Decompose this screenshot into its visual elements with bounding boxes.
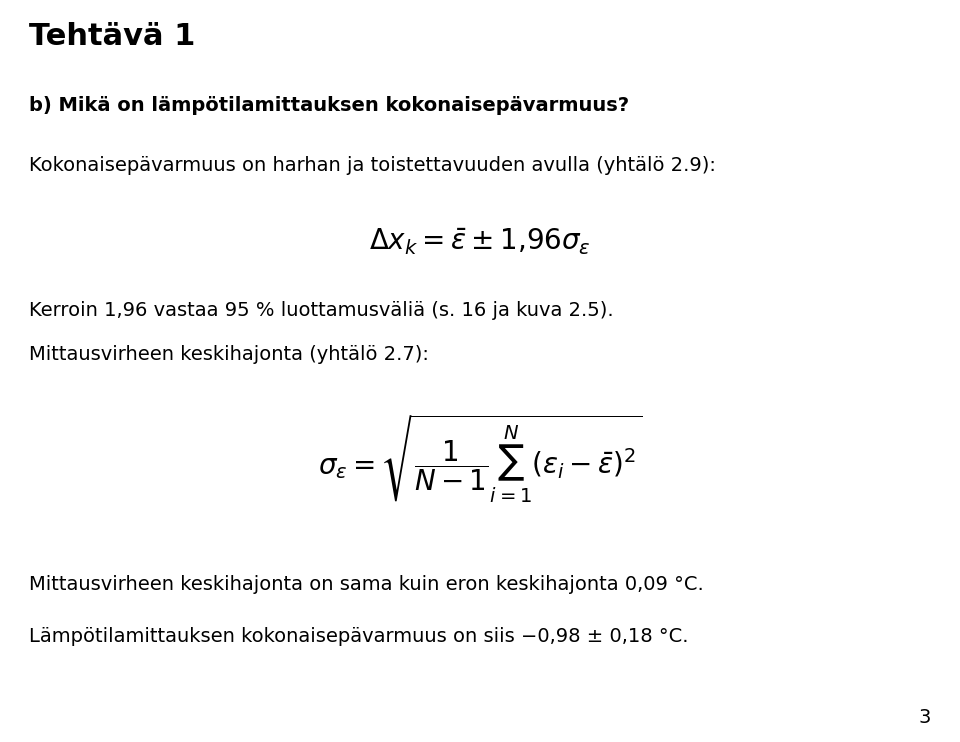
Text: $\Delta x_k = \bar{\varepsilon} \pm 1{,}96\sigma_\varepsilon$: $\Delta x_k = \bar{\varepsilon} \pm 1{,}… — [369, 226, 591, 257]
Text: b) Mikä on lämpötilamittauksen kokonaisepävarmuus?: b) Mikä on lämpötilamittauksen kokonaise… — [29, 96, 629, 116]
Text: $\sigma_\varepsilon = \sqrt{\dfrac{1}{N-1}\sum_{i=1}^{N}(\varepsilon_i - \bar{\v: $\sigma_\varepsilon = \sqrt{\dfrac{1}{N-… — [318, 412, 642, 504]
Text: Tehtävä 1: Tehtävä 1 — [29, 22, 195, 51]
Text: Mittausvirheen keskihajonta on sama kuin eron keskihajonta 0,09 °C.: Mittausvirheen keskihajonta on sama kuin… — [29, 575, 704, 594]
Text: 3: 3 — [919, 708, 931, 727]
Text: Lämpötilamittauksen kokonaisepävarmuus on siis −0,98 ± 0,18 °C.: Lämpötilamittauksen kokonaisepävarmuus o… — [29, 627, 688, 646]
Text: Kokonaisepävarmuus on harhan ja toistettavuuden avulla (yhtälö 2.9):: Kokonaisepävarmuus on harhan ja toistett… — [29, 156, 715, 175]
Text: Kerroin 1,96 vastaa 95 % luottamusväliä (s. 16 ja kuva 2.5).: Kerroin 1,96 vastaa 95 % luottamusväliä … — [29, 301, 613, 320]
Text: Mittausvirheen keskihajonta (yhtälö 2.7):: Mittausvirheen keskihajonta (yhtälö 2.7)… — [29, 345, 429, 364]
